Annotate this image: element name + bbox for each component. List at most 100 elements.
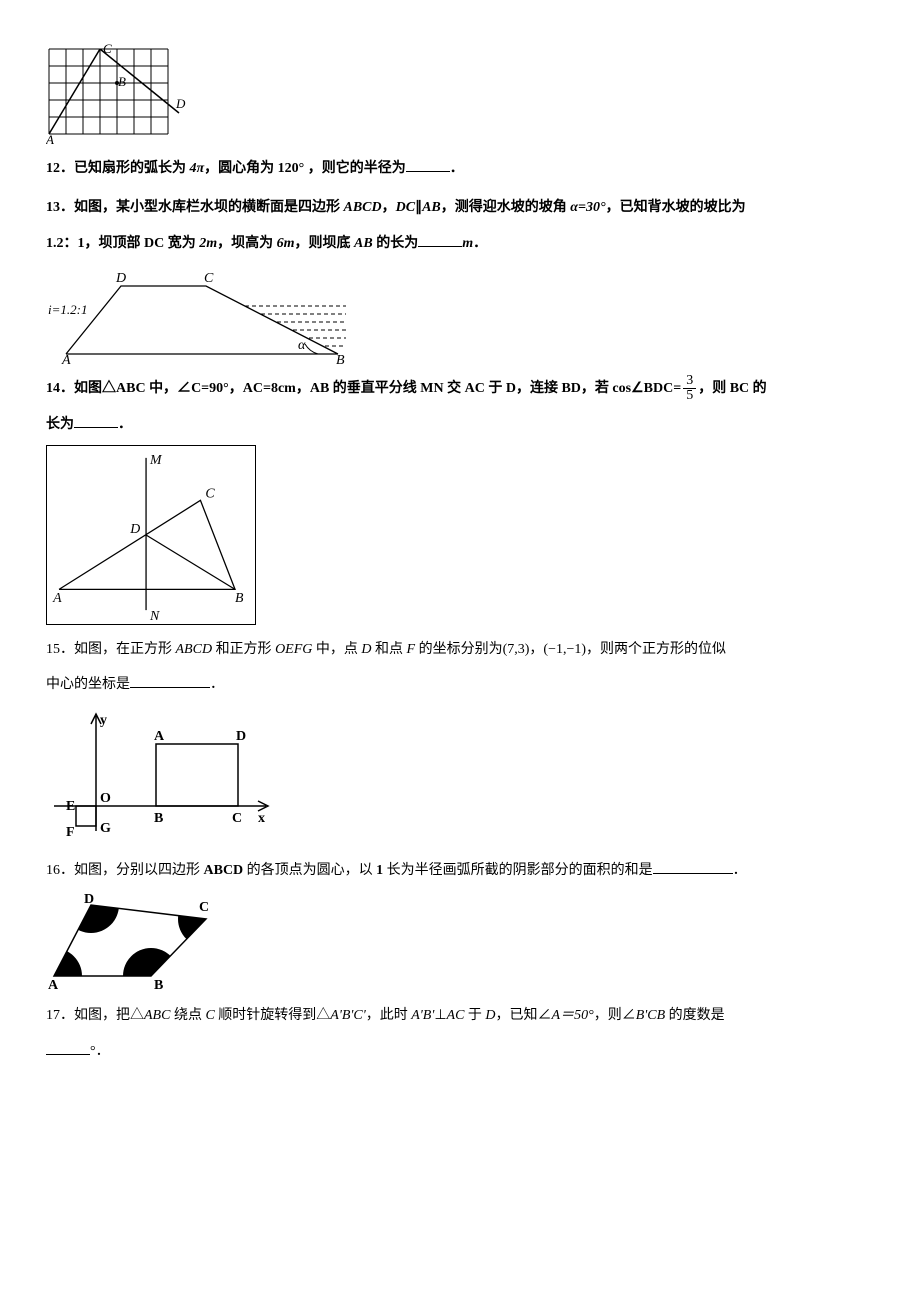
svg-text:x: x [258, 811, 265, 826]
q13-l2e: ，则坝底 [295, 236, 355, 251]
q13-l2d: ，坝高为 [217, 236, 277, 251]
q13-l2c: 宽为 [164, 236, 199, 251]
svg-text:y: y [100, 713, 107, 728]
svg-text:C: C [205, 485, 215, 500]
q15-t1: ．如图，在正方形 [60, 642, 176, 657]
q15-line2: 中心的坐标是 [46, 677, 130, 692]
svg-text:E: E [66, 799, 75, 814]
q14-t8: ，连接 [516, 381, 562, 396]
q14-fraction: 35 [683, 374, 696, 403]
q14-ang: ∠ [631, 381, 644, 396]
svg-text:A: A [48, 978, 59, 991]
svg-text:B: B [336, 353, 345, 364]
q17-a50: A＝50° [552, 1008, 594, 1023]
q17-t1: ．如图，把△ [60, 1008, 144, 1023]
q15-pd: D [361, 642, 371, 657]
q12-angle: 120° [278, 161, 305, 176]
q14-t10: ，则 [698, 381, 730, 396]
q15-figure: y x O A D B C E F G [46, 706, 874, 846]
q17-bcb: B'CB [636, 1008, 665, 1023]
q13-alpha: α=30° [570, 200, 605, 215]
q14-bd: BD [561, 381, 580, 396]
q13-l1a: ．如图，某小型水库栏水坝的横断面是四边形 [60, 200, 344, 215]
svg-text:O: O [100, 791, 111, 806]
q15-number: 15 [46, 642, 60, 657]
q14-ab: AB [310, 381, 329, 396]
q14-bc: BC [730, 381, 749, 396]
q17-t7: ，已知∠ [496, 1008, 552, 1023]
q12-t1: ．已知扇形的弧长为 [60, 161, 190, 176]
q17-t4: ，此时 [366, 1008, 412, 1023]
q13-2m: 2m [199, 236, 217, 251]
q16-blank [653, 858, 733, 873]
q13-unit: m [462, 236, 473, 251]
svg-text:B: B [118, 74, 126, 89]
svg-text:M: M [149, 452, 163, 467]
svg-text:F: F [66, 825, 75, 840]
svg-text:G: G [100, 821, 111, 836]
q14-cos: cos [612, 381, 631, 396]
q14-t7: 于 [485, 381, 506, 396]
q14-line2: 长为 [46, 417, 74, 432]
q12-number: 12 [46, 161, 60, 176]
q16-t3: 长为半径画弧所截的阴影部分的面积的和是 [383, 863, 653, 878]
q11-figure: A C B D [46, 44, 874, 144]
svg-text:C: C [103, 44, 112, 56]
q13-l1d: ，已知背水坡的坡比为 [606, 200, 746, 215]
q14-c90: C=90° [191, 381, 229, 396]
question-17: 17．如图，把△ABC 绕点 C 顺时针旋转得到△A'B'C'，此时 A'B'⊥… [46, 1001, 874, 1066]
svg-text:A: A [154, 729, 165, 744]
q13-abcd: ABCD [344, 200, 382, 215]
q16-t4: ． [733, 863, 747, 878]
q13-number: 13 [46, 200, 60, 215]
q13-ab: AB [422, 200, 441, 215]
q13-l1c: ，测得迎水坡的坡角 [441, 200, 571, 215]
svg-text:B: B [154, 811, 163, 826]
q17-ac: AC [447, 1008, 465, 1023]
q15-t3: 中，点 [312, 642, 361, 657]
q17-t2: 绕点 [170, 1008, 205, 1023]
q14-abc: ABC [116, 381, 146, 396]
svg-text:D: D [175, 96, 186, 111]
question-11: A C B D [46, 44, 874, 144]
q17-number: 17 [46, 1008, 60, 1023]
q17-t10: ． [96, 1044, 110, 1059]
svg-text:D: D [129, 521, 140, 536]
svg-text:A: A [61, 353, 71, 364]
q14-t1: ．如图△ [60, 381, 116, 396]
q14-t3: ， [229, 381, 243, 396]
q14-ac8: AC=8cm [243, 381, 296, 396]
q15-c2: (−1,−1) [543, 642, 586, 657]
q12-t2: ，圆心角为 [204, 161, 278, 176]
question-12: 12．已知扇形的弧长为 4π，圆心角为 120° ，则它的半径为． [46, 154, 874, 183]
q12-t4: ． [450, 161, 464, 176]
svg-text:D: D [115, 271, 126, 286]
q16-figure: A B C D [46, 891, 874, 991]
q12-blank [406, 157, 450, 172]
svg-text:C: C [232, 811, 242, 826]
q14-ac: AC [465, 381, 485, 396]
q15-t5: 的坐标分别为 [415, 642, 503, 657]
q17-ab2: A'B' [411, 1008, 434, 1023]
q16-number: 16 [46, 863, 60, 878]
svg-text:i=1.2:1: i=1.2:1 [48, 302, 87, 317]
q14-t4: ， [296, 381, 310, 396]
q17-t8: ，则∠ [594, 1008, 636, 1023]
q14-blank [74, 412, 118, 427]
q14-t5: 的垂直平分线 [329, 381, 420, 396]
svg-text:C: C [204, 271, 214, 286]
q17-abc2: A'B'C' [330, 1008, 365, 1023]
question-14: 14．如图△ABC 中，∠C=90°，AC=8cm，AB 的垂直平分线 MN 交… [46, 374, 874, 625]
q12-t3: ，则它的半径为 [304, 161, 406, 176]
q15-blank [130, 673, 210, 688]
svg-text:B: B [154, 978, 163, 991]
q14-t12: ． [118, 417, 132, 432]
svg-text:D: D [236, 729, 246, 744]
q13-dc: DC [396, 200, 415, 215]
q15-pf: F [407, 642, 416, 657]
q13-l1b: ， [382, 200, 396, 215]
q16-t1: ．如图，分别以四边形 [60, 863, 204, 878]
svg-text:C: C [199, 900, 209, 915]
q17-c: C [205, 1008, 214, 1023]
q13-dc2: DC [144, 236, 164, 251]
